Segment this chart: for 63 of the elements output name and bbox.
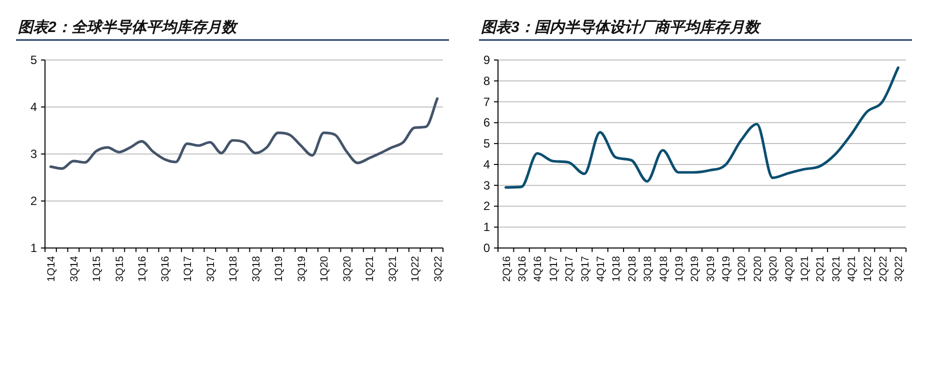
x-tick-label: 3Q19 — [296, 256, 308, 282]
x-tick-label: 3Q20 — [768, 256, 780, 282]
y-tick-label: 5 — [30, 53, 38, 67]
x-tick-label: 4Q16 — [532, 256, 544, 282]
x-tick-label: 2Q17 — [564, 256, 576, 282]
x-tick-label: 2Q22 — [877, 256, 890, 282]
x-tick-label: 3Q20 — [341, 256, 354, 282]
x-tick-label: 4Q18 — [658, 256, 670, 282]
x-tick-label: 3Q16 — [516, 256, 529, 282]
line-series — [49, 97, 439, 170]
x-tick-label: 1Q20 — [318, 256, 331, 282]
y-tick-label: 5 — [483, 136, 490, 151]
x-tick-label: 4Q17 — [595, 256, 607, 282]
x-tick-label: 3Q16 — [159, 256, 172, 282]
x-tick-label: 3Q18 — [642, 256, 654, 282]
x-tick-label: 2Q19 — [689, 256, 702, 282]
x-tick-label: 1Q21 — [799, 256, 811, 282]
y-tick-label: 9 — [483, 53, 490, 67]
x-tick-label: 2Q20 — [752, 256, 764, 282]
x-tick-label: 1Q14 — [46, 256, 58, 282]
x-tick-label: 3Q21 — [830, 256, 842, 282]
x-tick-label: 3Q15 — [114, 256, 126, 282]
x-tick-label: 3Q18 — [250, 256, 262, 282]
x-tick-label: 3Q21 — [386, 256, 399, 282]
x-tick-label: 3Q17 — [204, 256, 217, 282]
y-tick-label: 0 — [483, 241, 490, 255]
y-tick-label: 3 — [30, 147, 38, 161]
x-tick-label: 4Q21 — [846, 256, 858, 282]
x-tick-label: 2Q18 — [626, 256, 638, 282]
x-tick-label: 3Q14 — [68, 256, 80, 282]
y-tick-label: 4 — [30, 100, 38, 114]
x-tick-label: 2Q16 — [500, 256, 513, 282]
x-tick-label: 1Q16 — [136, 256, 149, 282]
y-tick-label: 8 — [483, 74, 490, 88]
y-tick-label: 1 — [30, 241, 38, 255]
x-tick-label: 3Q22 — [893, 256, 906, 282]
x-tick-label: 1Q20 — [736, 256, 748, 282]
x-tick-label: 3Q22 — [432, 256, 444, 282]
x-tick-label: 1Q17 — [548, 256, 560, 282]
x-tick-label: 3Q19 — [704, 256, 717, 282]
y-tick-label: 4 — [483, 157, 490, 172]
x-tick-label: 4Q19 — [720, 256, 733, 282]
y-tick-label: 3 — [483, 178, 490, 192]
x-tick-label: 1Q19 — [273, 256, 286, 282]
y-tick-label: 2 — [30, 194, 38, 208]
x-tick-label: 1Q22 — [862, 256, 874, 282]
x-tick-label: 1Q15 — [91, 256, 104, 282]
x-tick-label: 1Q17 — [182, 256, 194, 282]
x-tick-label: 1Q22 — [410, 256, 422, 282]
chart-title: 图表3：国内半导体设计厂商平均库存月数 — [481, 18, 762, 36]
x-tick-label: 4Q20 — [783, 256, 796, 282]
y-tick-label: 6 — [483, 116, 490, 130]
line-series — [504, 66, 900, 189]
x-tick-label: 1Q21 — [364, 256, 376, 282]
chart-title: 图表2：全球半导体平均库存月数 — [18, 18, 238, 36]
x-tick-label: 1Q18 — [610, 256, 623, 282]
x-tick-label: 1Q19 — [673, 256, 686, 282]
y-tick-label: 1 — [483, 220, 490, 234]
x-tick-label: 3Q17 — [579, 256, 592, 282]
x-tick-label: 2Q21 — [814, 256, 827, 282]
y-tick-label: 2 — [483, 199, 490, 214]
y-tick-label: 7 — [483, 94, 490, 109]
x-tick-label: 1Q18 — [228, 256, 240, 282]
